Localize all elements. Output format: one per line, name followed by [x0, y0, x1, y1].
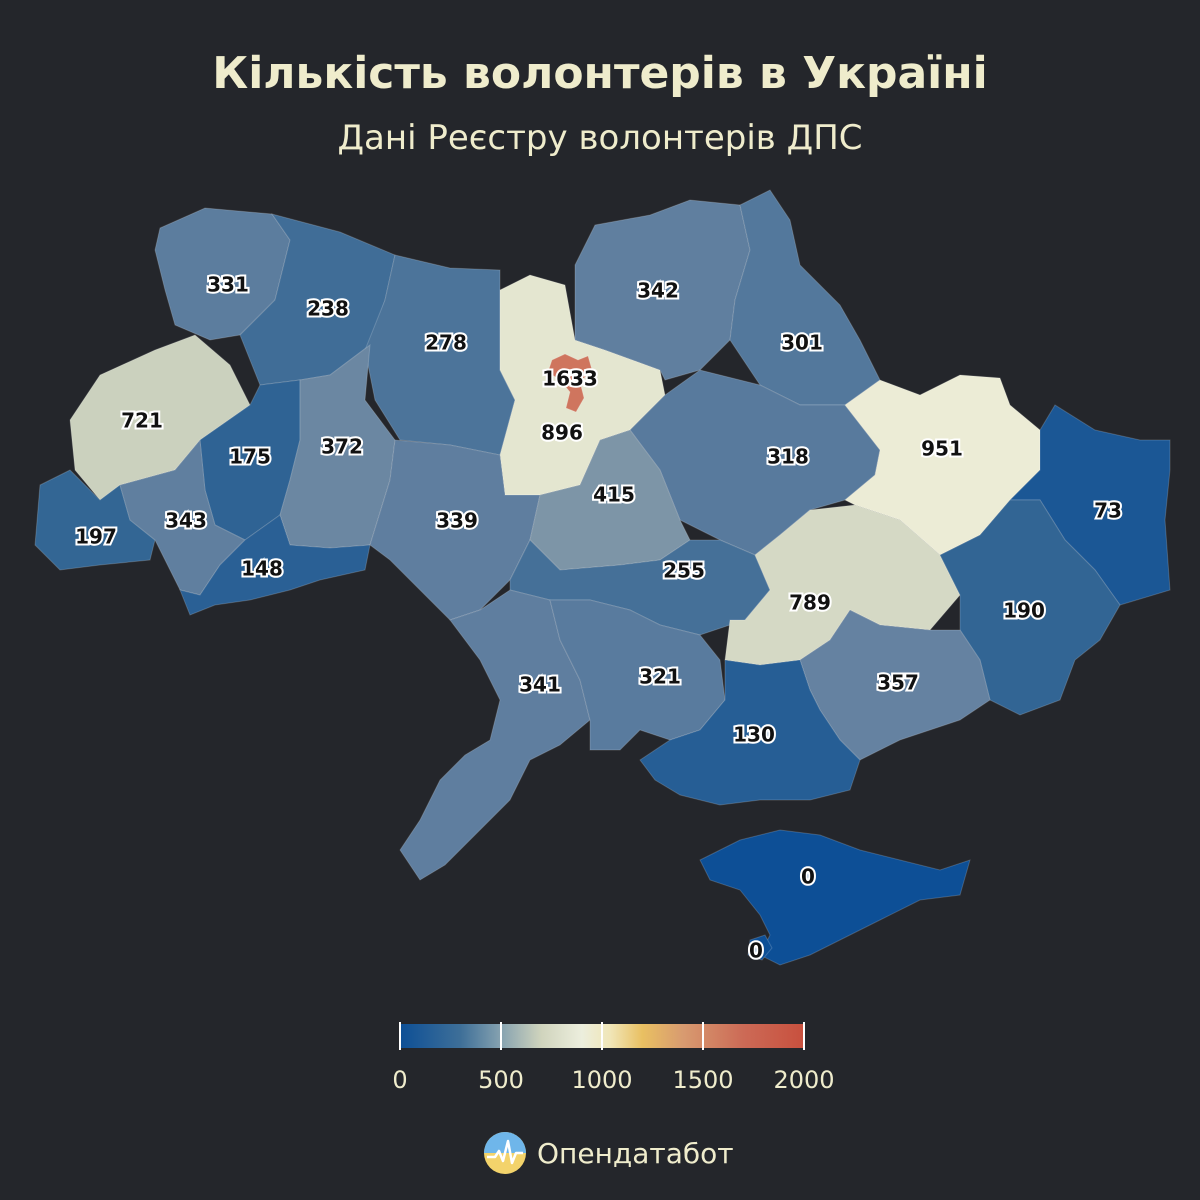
- region-label-cherkasy: 415: [593, 483, 635, 507]
- region-label-mykolaiv: 321: [639, 665, 681, 689]
- region-crimea: [699, 829, 971, 966]
- region-label-sevastopol: 0: [749, 939, 763, 963]
- map-title: Кількість волонтерів в Україні: [212, 48, 988, 99]
- region-sumy: [729, 189, 881, 406]
- region-label-ivano-frankivsk: 343: [165, 509, 207, 533]
- brand: Опендатабот: [483, 1130, 734, 1176]
- region-label-zhytomyr: 278: [425, 331, 467, 355]
- legend-tick-label: 0: [392, 1066, 408, 1094]
- region-kherson: [639, 659, 861, 806]
- region-vinnytsia: [369, 439, 541, 621]
- map-subtitle: Дані Реєстру волонтерів ДПС: [337, 118, 863, 158]
- region-label-kyiv-oblast: 896: [541, 421, 583, 445]
- region-label-vinnytsia: 339: [436, 509, 478, 533]
- region-label-kyiv-city: 1633: [542, 367, 598, 391]
- region-label-rivne: 238: [307, 297, 349, 321]
- region-label-crimea: 0: [801, 865, 815, 889]
- legend-tick-mark: [399, 1022, 401, 1050]
- region-label-sumy: 301: [781, 331, 823, 355]
- legend-tick-mark: [500, 1022, 502, 1050]
- region-zaporizhzhia: [799, 609, 991, 761]
- brand-name: Опендатабот: [537, 1136, 734, 1170]
- region-label-zaporizhzhia: 357: [877, 671, 919, 695]
- legend-tick-label: 1500: [672, 1066, 734, 1094]
- region-kyiv-city: [547, 353, 593, 413]
- legend-tick-label: 500: [478, 1066, 524, 1094]
- region-label-khmelnytskyi: 372: [321, 435, 363, 459]
- legend-tick-mark: [702, 1022, 704, 1050]
- region-label-ternopil: 175: [229, 445, 271, 469]
- region-label-chernivtsi: 148: [241, 557, 283, 581]
- region-label-donetsk: 190: [1003, 599, 1045, 623]
- legend-tick-mark: [601, 1022, 603, 1050]
- legend-tick-label: 1000: [571, 1066, 633, 1094]
- region-label-lviv: 721: [121, 409, 163, 433]
- region-sevastopol: [747, 934, 773, 961]
- region-label-poltava: 318: [767, 445, 809, 469]
- legend-tick-mark: [803, 1022, 805, 1050]
- region-label-luhansk: 73: [1094, 499, 1122, 523]
- region-odesa: [399, 589, 591, 881]
- brand-logo-icon: [484, 1132, 526, 1174]
- region-label-kherson: 130: [733, 723, 775, 747]
- region-label-zakarpattia: 197: [75, 525, 117, 549]
- region-label-kharkiv: 951: [921, 437, 963, 461]
- region-label-volyn: 331: [207, 273, 249, 297]
- region-label-chernihiv: 342: [637, 279, 679, 303]
- region-label-kirovohrad: 255: [663, 559, 705, 583]
- region-label-odesa: 341: [519, 673, 561, 697]
- legend-tick-label: 2000: [773, 1066, 835, 1094]
- region-label-dnipropetrovsk: 789: [789, 591, 831, 615]
